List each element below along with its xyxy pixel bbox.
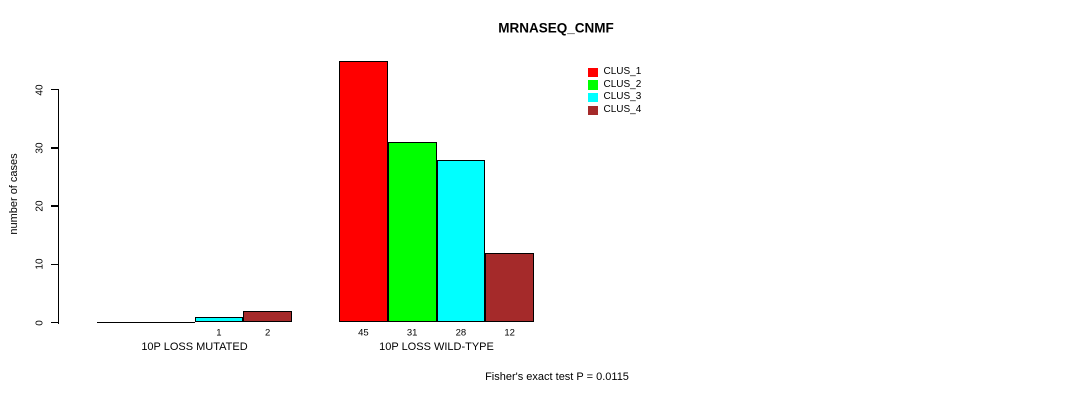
legend-label: CLUS_4 (603, 104, 642, 116)
y-axis-tick-label: 40 (34, 84, 46, 96)
y-axis-label: number of cases (8, 153, 20, 235)
bar-clus_1-group2 (339, 60, 388, 323)
bar-value-label: 28 (455, 327, 467, 339)
y-axis-tick-label: 20 (34, 200, 46, 212)
y-axis-tick (51, 205, 59, 207)
y-axis-tick (51, 147, 59, 149)
legend-item-clus_3: CLUS_3 (588, 91, 641, 104)
bar-value-label: 45 (358, 327, 369, 339)
bar-value-label: 1 (216, 327, 222, 339)
legend-label: CLUS_3 (603, 91, 642, 103)
bar-value-label: 31 (406, 327, 418, 339)
bar-clus_3-group2 (436, 159, 486, 323)
bar-clus_1-group1-zero (97, 321, 146, 324)
legend-label: CLUS_2 (603, 78, 642, 90)
x-axis-group-label: 10P LOSS MUTATED (141, 341, 248, 353)
y-axis-tick (51, 321, 59, 324)
bar-clus_4-group2 (485, 252, 534, 323)
y-axis-tick-label: 10 (34, 258, 46, 270)
y-axis-tick-label: 0 (34, 319, 46, 326)
y-axis-tick (51, 263, 59, 266)
y-axis-tick (51, 88, 59, 91)
x-axis-group-label: 10P LOSS WILD-TYPE (379, 341, 494, 353)
legend: CLUS_1 CLUS_2 CLUS_3 CLUS_4 (588, 66, 641, 117)
bar-clus_4-group1 (243, 310, 292, 323)
legend-swatch-clus_2 (588, 80, 598, 90)
legend-swatch-clus_4 (588, 105, 598, 116)
y-axis-tick-label: 30 (34, 142, 46, 154)
bar-value-label: 2 (264, 327, 271, 339)
legend-swatch-clus_1 (588, 67, 598, 78)
legend-item-clus_2: CLUS_2 (588, 79, 641, 92)
bar-clus_2-group1-zero (145, 321, 195, 324)
bar-clus_3-group1 (194, 316, 244, 323)
chart-title: MRNASEQ_CNMF (498, 20, 614, 36)
legend-swatch-clus_3 (588, 92, 598, 103)
legend-item-clus_4: CLUS_4 (588, 104, 641, 117)
bar-value-label: 12 (504, 327, 515, 339)
legend-label: CLUS_1 (603, 66, 642, 77)
bar-clus_2-group2 (387, 142, 437, 323)
fisher-test-annotation: Fisher's exact test P = 0.0115 (485, 371, 629, 383)
legend-item-clus_1: CLUS_1 (588, 66, 641, 79)
